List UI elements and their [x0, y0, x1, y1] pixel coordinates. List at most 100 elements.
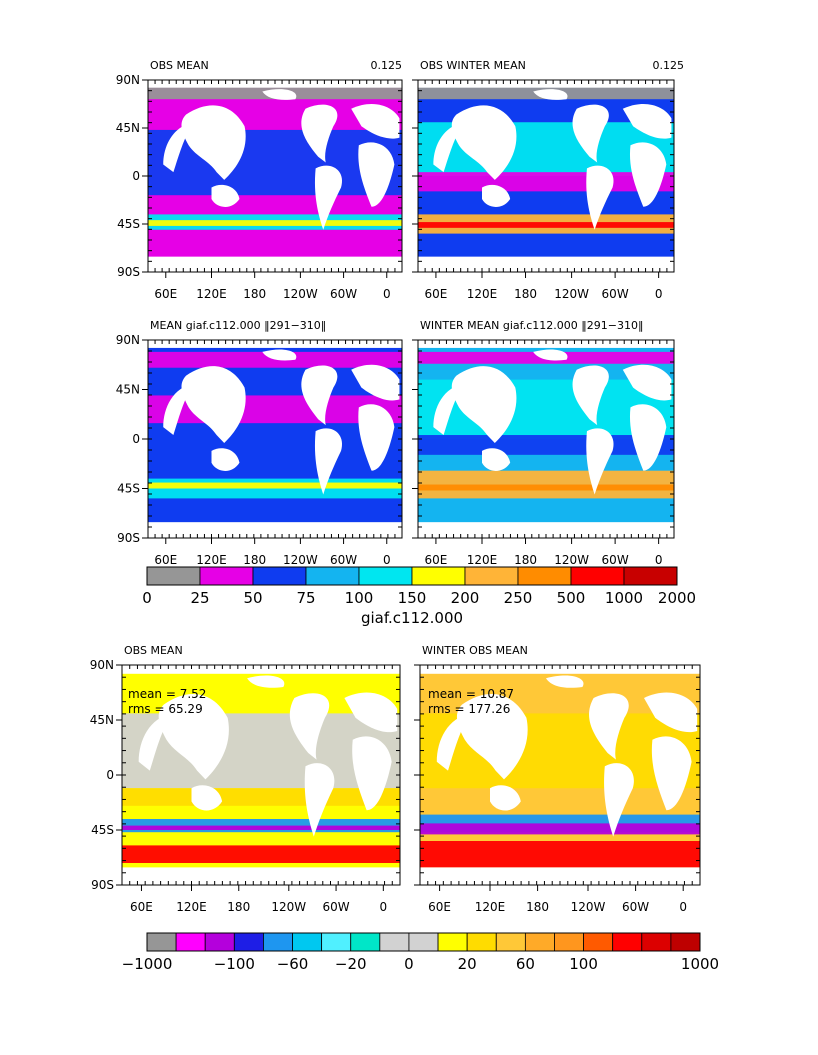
- p2-xtick-label-1: 120E: [467, 287, 498, 301]
- p4-field: [418, 340, 674, 538]
- p1-xtick-label-4: 60W: [330, 287, 357, 301]
- cb1-swatch-6: [464, 566, 519, 586]
- p1-xtick-label-0: 60E: [154, 287, 177, 301]
- p5-title: OBS MEAN: [124, 644, 183, 657]
- p4-land-6: [629, 404, 667, 471]
- cb2-tick-label-6: 60: [516, 955, 535, 973]
- p6-land-0: [456, 694, 528, 780]
- cb2-swatch-5: [292, 932, 323, 952]
- p4-land-1: [433, 383, 465, 436]
- p6-polar-mask-n: [420, 665, 700, 674]
- p6-minor-ticks: [419, 664, 701, 886]
- p3-land-5: [351, 364, 400, 401]
- p3-ytick-label-2: 0: [132, 432, 140, 446]
- p5-xtick-label-4: 60W: [322, 900, 349, 914]
- cb1-swatch-2: [252, 566, 307, 586]
- p5-land-0: [158, 694, 229, 780]
- p3-xtick-label-4: 60W: [330, 553, 357, 567]
- p3-band-3: [148, 482, 402, 489]
- p4-panel: WINTER MEAN giaf.c112.000 ‖291−310‖ 60E 12…: [412, 319, 675, 567]
- p1-value-label: 0.125: [371, 59, 403, 72]
- p2-land-0: [451, 105, 517, 180]
- p6-xtick-label-1: 120E: [475, 900, 506, 914]
- p6-rms-label: rms = 177.26: [428, 702, 510, 716]
- p4-xtick-label-4: 60W: [602, 553, 629, 567]
- cb1-swatch-0: [146, 566, 201, 586]
- cb2-swatch-8: [379, 932, 410, 952]
- cb1-tick-label-3: 75: [296, 589, 315, 607]
- p1-land-1: [163, 122, 194, 173]
- p6-land-7: [546, 675, 584, 688]
- p6-band-2: [420, 823, 700, 835]
- p2-xtick-label-4: 60W: [602, 287, 629, 301]
- p1-xtick-label-2: 180: [243, 287, 266, 301]
- p6-xtick-label-3: 120W: [571, 900, 606, 914]
- p3-land-7: [262, 349, 297, 361]
- p6-land-1: [436, 713, 471, 771]
- p2-land-2: [482, 184, 511, 207]
- p5-xtick-label-0: 60E: [130, 900, 153, 914]
- p5-band-3: [122, 825, 400, 830]
- cb2-tick-label-0: −1000: [122, 955, 173, 973]
- p1-panel: OBS MEAN 60E 120E 180 120W 60W 0 90N 45N 0 45S 90S: [116, 59, 403, 301]
- p4-xtick-label-1: 120E: [467, 553, 498, 567]
- cb2-swatch-13: [524, 932, 555, 952]
- cb1-tick-label-6: 200: [451, 589, 480, 607]
- cb2-swatch-0: [146, 932, 177, 952]
- p6-land-6: [651, 736, 692, 811]
- p2-xtick-label-5: 0: [655, 287, 663, 301]
- p2-xtick-label-0: 60E: [424, 287, 447, 301]
- cb2-swatch-15: [583, 932, 614, 952]
- p1-ytick-label-2: 0: [132, 169, 140, 183]
- cb2-tick-label-7: 100: [569, 955, 598, 973]
- p4-title: WINTER MEAN giaf.c112.000 ‖291−310‖: [420, 319, 643, 332]
- p1-band-2: [148, 220, 402, 226]
- p5-xtick-label-5: 0: [379, 900, 387, 914]
- p2-title: OBS WINTER MEAN: [420, 59, 526, 72]
- p2-land-7: [533, 89, 568, 100]
- p3-landmasks: [163, 349, 400, 495]
- p1-land-7: [262, 89, 297, 100]
- p3-ytick-label-1: 45N: [116, 383, 140, 397]
- cb1-tick-label-2: 50: [243, 589, 262, 607]
- cb1-colorbar: 0 25 50 75 100 150 200 250 500 1000 2000 giaf.c112.…: [142, 566, 696, 627]
- p5-xtick-label-1: 120E: [176, 900, 207, 914]
- p1-land-6: [358, 142, 395, 207]
- p1-field: [148, 80, 402, 272]
- cb1-label: giaf.c112.000: [361, 609, 463, 627]
- cb2-tick-label-2: −60: [277, 955, 309, 973]
- p6-land-4: [604, 763, 634, 837]
- p5-land-5: [344, 692, 398, 733]
- cb2-tick-label-4: 0: [404, 955, 414, 973]
- p2-minor-ticks: [417, 79, 675, 273]
- p1-ytick-label-1: 45N: [116, 121, 140, 135]
- p5-land-7: [247, 675, 285, 688]
- p6-land-3: [589, 693, 629, 760]
- p2-land-6: [629, 142, 667, 207]
- p3-title: MEAN giaf.c112.000 ‖291−310‖: [150, 319, 326, 332]
- cb2-swatch-3: [233, 932, 264, 952]
- p5-polar-mask-n: [122, 665, 400, 674]
- cb2-swatch-1: [175, 932, 206, 952]
- p5-land-4: [304, 763, 335, 837]
- p1-xtick-label-3: 120W: [283, 287, 318, 301]
- p5-land-3: [289, 693, 330, 760]
- cb2-tick-label-8: 1000: [681, 955, 719, 973]
- p3-xtick-label-1: 120E: [196, 553, 227, 567]
- p4-landmasks: [433, 349, 672, 495]
- p6-panel: WINTER OBS MEAN 60E 120E 180 120W 60W 0: [414, 644, 701, 914]
- p6-landmasks: [436, 675, 698, 837]
- p5-band-1: [122, 788, 400, 806]
- p2-xtick-label-2: 180: [514, 287, 537, 301]
- cb2-swatch-7: [350, 932, 381, 952]
- p5-ytick-label-3: 45S: [91, 823, 114, 837]
- p5-land-2: [191, 785, 223, 811]
- p3-ytick-label-4: 90S: [117, 531, 140, 545]
- p6-mean-label: mean = 10.87: [428, 687, 514, 701]
- cb1-tick-label-1: 25: [190, 589, 209, 607]
- cb2-swatch-14: [554, 932, 584, 952]
- p3-ytick-label-3: 45S: [117, 482, 140, 496]
- p1-ytick-label-4: 90S: [117, 265, 140, 279]
- p6-land-5: [644, 692, 698, 733]
